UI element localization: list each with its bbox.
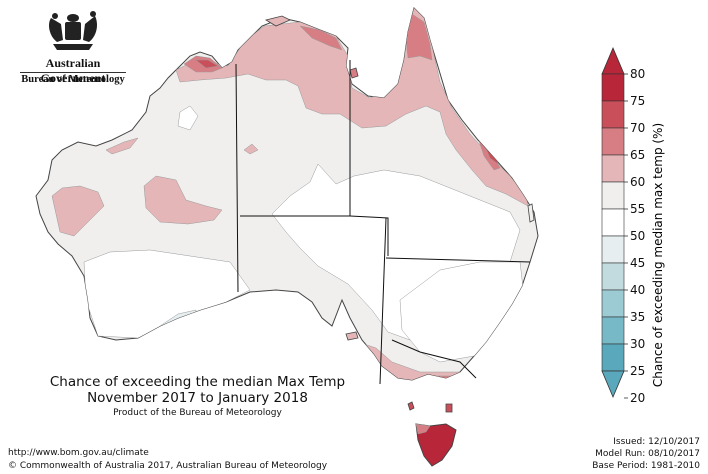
legend-title: Chance of exceeding median max temp (%) (651, 123, 665, 387)
map-title-line2: November 2017 to January 2018 (87, 390, 308, 406)
legend-tick-label: 25 (630, 364, 645, 378)
issued-date: Issued: 12/10/2017 (613, 437, 700, 447)
legend-swatch (601, 154, 625, 183)
legend-swatch (601, 235, 625, 264)
legend-tick-label: 40 (630, 283, 645, 297)
agency-name: Bureau of Meteorology (21, 74, 125, 85)
legend-tick-label: 65 (630, 148, 645, 162)
government-logo: Australian Government Bureau of Meteorol… (12, 10, 134, 92)
zone-60-65-nw-coast (105, 137, 139, 155)
zone-60-65-central-west (143, 175, 223, 225)
zone-65-70-topend (299, 25, 343, 51)
legend-tick-label: 50 (630, 229, 645, 243)
zone-50-55-southwest (83, 249, 251, 339)
legend-swatch (601, 127, 625, 156)
model-run-date: Model Run: 08/10/2017 (595, 449, 700, 459)
zone-70-75-kimberley (195, 59, 219, 69)
flinders-island (445, 403, 453, 413)
kangaroo-island (345, 331, 359, 341)
legend-swatch (601, 343, 625, 372)
zone-50-55-west-pocket (177, 105, 199, 131)
legend-tick-label: 70 (630, 121, 645, 135)
legend-swatch (601, 73, 625, 102)
zone-60-65-west (51, 185, 105, 237)
map-title-line1: Chance of exceeding the median Max Temp (49, 374, 346, 390)
king-island (407, 401, 415, 411)
logo-divider (20, 72, 126, 73)
government-name: Australian Government (40, 56, 106, 85)
legend-tick-label: 80 (630, 67, 645, 81)
legend-swatch (601, 181, 625, 210)
legend-swatch (601, 316, 625, 345)
legend-swatch (601, 262, 625, 291)
footer-url[interactable]: http://www.bom.gov.au/climate (8, 448, 149, 458)
footer-copyright: © Commonwealth of Australia 2017, Austra… (8, 461, 328, 471)
legend-tick-label: 20 (630, 391, 645, 405)
legend-tick-label: 35 (630, 310, 645, 324)
map-subtitle: Product of the Bureau of Meteorology (113, 408, 282, 418)
zone-60-65-small (243, 143, 259, 155)
legend-tick-label: 60 (630, 175, 645, 189)
legend-swatch (601, 208, 625, 237)
groote-island (349, 67, 359, 79)
zone-65-70-capeyork (405, 13, 433, 61)
coat-of-arms-icon (49, 11, 97, 50)
fraser-island (527, 203, 535, 223)
tasmania (415, 423, 457, 467)
legend-tick-label: 55 (630, 202, 645, 216)
legend-swatch (601, 100, 625, 129)
melville-island (264, 15, 291, 27)
state-borders (235, 60, 531, 385)
base-period: Base Period: 1981-2010 (592, 461, 700, 471)
legend-bottom-arrow (601, 370, 625, 399)
legend-tick-label: 45 (630, 256, 645, 270)
legend-top-arrow (601, 46, 625, 75)
legend-swatch (601, 289, 625, 318)
legend-tick-label: 30 (630, 337, 645, 351)
legend-tick-label: 75 (630, 94, 645, 108)
zone-65-70-tasmania-north (415, 423, 431, 435)
